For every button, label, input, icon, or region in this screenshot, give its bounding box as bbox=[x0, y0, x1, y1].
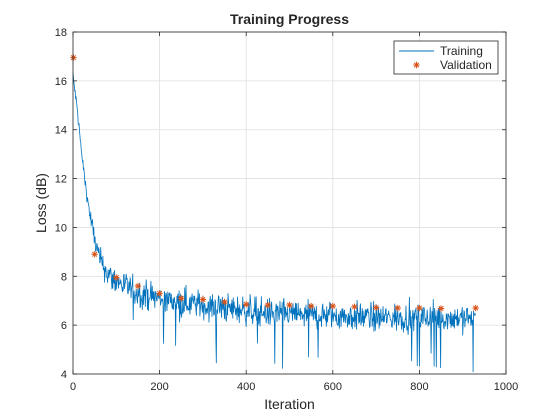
validation-point bbox=[113, 274, 120, 281]
legend: Training Validation bbox=[393, 40, 499, 75]
plot-frame bbox=[72, 31, 507, 375]
validation-point bbox=[437, 305, 445, 312]
x-axis-label: Iteration bbox=[264, 396, 315, 412]
validation-point bbox=[394, 304, 401, 312]
validation-point bbox=[178, 295, 185, 302]
x-tick-label: 200 bbox=[150, 381, 168, 393]
x-tick-label: 0 bbox=[70, 381, 76, 393]
y-tick-label: 10 bbox=[55, 222, 67, 234]
validation-point bbox=[307, 302, 315, 310]
legend-box bbox=[393, 40, 499, 75]
x-tick-label: 400 bbox=[237, 381, 255, 393]
validation-point bbox=[156, 290, 163, 297]
legend-training-label: Training bbox=[440, 44, 483, 58]
legend-validation-marker bbox=[413, 61, 420, 69]
y-axis-label: Loss (dB) bbox=[33, 173, 49, 233]
y-tick-label: 14 bbox=[55, 125, 67, 137]
validation-point bbox=[329, 302, 336, 310]
validation-point bbox=[221, 298, 228, 306]
validation-point bbox=[199, 296, 207, 303]
y-tick-label: 12 bbox=[55, 174, 67, 186]
chart-title: Training Progress bbox=[230, 11, 349, 27]
training-line bbox=[72, 72, 476, 373]
y-tick-label: 18 bbox=[55, 27, 67, 39]
legend-validation-asterisk bbox=[413, 61, 420, 69]
validation-point bbox=[286, 301, 293, 309]
x-tick-label: 600 bbox=[324, 381, 342, 393]
series-layer bbox=[70, 54, 479, 373]
validation-point bbox=[372, 304, 380, 311]
validation-point bbox=[70, 54, 77, 61]
validation-point bbox=[264, 301, 272, 309]
y-tick-label: 6 bbox=[61, 320, 67, 332]
legend-validation-label: Validation bbox=[440, 58, 492, 72]
validation-point bbox=[91, 251, 98, 258]
y-tick-label: 4 bbox=[61, 369, 67, 381]
validation-point bbox=[243, 301, 250, 308]
axis-ticks: 0 200 400 600 800 1000 4 6 8 10 12 14 16 18 bbox=[55, 27, 518, 393]
x-tick-label: 1000 bbox=[494, 381, 518, 393]
validation-point bbox=[351, 303, 358, 311]
y-tick-label: 8 bbox=[61, 271, 67, 283]
validation-point bbox=[134, 282, 142, 290]
validation-point bbox=[416, 304, 423, 312]
y-tick-label: 16 bbox=[55, 76, 67, 88]
validation-point bbox=[472, 304, 479, 312]
x-tick-label: 800 bbox=[410, 381, 428, 393]
